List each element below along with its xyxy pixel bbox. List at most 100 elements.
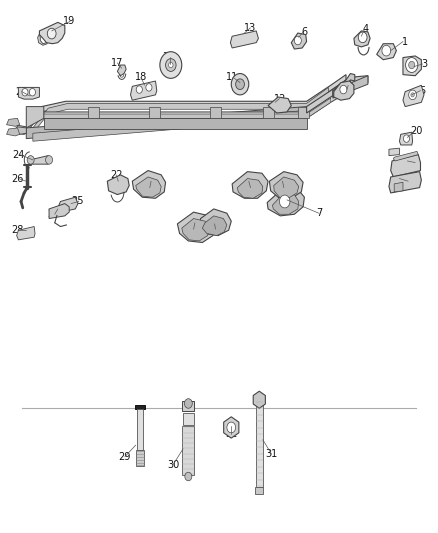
- Text: 25: 25: [72, 197, 84, 206]
- Text: 6: 6: [301, 27, 307, 37]
- Polygon shape: [117, 65, 126, 76]
- Polygon shape: [44, 118, 307, 129]
- Circle shape: [294, 36, 301, 45]
- Polygon shape: [7, 118, 20, 126]
- Polygon shape: [137, 409, 143, 450]
- Circle shape: [184, 399, 192, 408]
- Polygon shape: [33, 110, 307, 141]
- Polygon shape: [58, 197, 78, 212]
- Text: 19: 19: [63, 17, 75, 26]
- Polygon shape: [26, 107, 307, 139]
- Polygon shape: [333, 76, 368, 98]
- Text: 33: 33: [162, 52, 175, 62]
- Polygon shape: [394, 182, 403, 192]
- Polygon shape: [26, 75, 346, 133]
- Text: 13: 13: [244, 23, 256, 33]
- Polygon shape: [33, 87, 329, 133]
- Circle shape: [403, 135, 410, 142]
- Polygon shape: [269, 172, 303, 198]
- Polygon shape: [38, 34, 47, 45]
- Circle shape: [22, 88, 28, 96]
- Polygon shape: [232, 172, 268, 198]
- Text: 26: 26: [11, 174, 24, 183]
- Text: 10: 10: [208, 224, 221, 234]
- Circle shape: [47, 28, 56, 39]
- Polygon shape: [307, 76, 368, 113]
- Text: 24: 24: [12, 150, 25, 159]
- Text: 4: 4: [363, 25, 369, 34]
- Polygon shape: [230, 31, 258, 48]
- Polygon shape: [30, 156, 50, 164]
- Polygon shape: [7, 128, 20, 136]
- Text: 16: 16: [143, 183, 155, 192]
- Circle shape: [27, 156, 34, 164]
- Polygon shape: [136, 450, 144, 466]
- Text: 12: 12: [274, 94, 286, 103]
- Polygon shape: [202, 216, 227, 236]
- Circle shape: [411, 93, 414, 97]
- Polygon shape: [267, 188, 304, 216]
- Polygon shape: [399, 132, 413, 145]
- Circle shape: [358, 32, 367, 43]
- Polygon shape: [268, 97, 291, 113]
- Polygon shape: [49, 204, 69, 219]
- Circle shape: [146, 84, 152, 91]
- Polygon shape: [39, 22, 65, 44]
- Polygon shape: [17, 227, 35, 240]
- Polygon shape: [333, 74, 355, 97]
- Polygon shape: [26, 107, 44, 128]
- Polygon shape: [15, 125, 26, 134]
- Text: 31: 31: [265, 449, 278, 459]
- Polygon shape: [403, 56, 421, 76]
- Polygon shape: [182, 401, 194, 411]
- Polygon shape: [182, 219, 209, 241]
- Polygon shape: [334, 81, 354, 100]
- Polygon shape: [88, 107, 99, 118]
- Polygon shape: [136, 177, 161, 197]
- Text: 1: 1: [402, 37, 408, 46]
- Circle shape: [231, 74, 249, 95]
- Circle shape: [166, 59, 176, 71]
- Polygon shape: [183, 413, 194, 425]
- Text: 5: 5: [420, 86, 426, 95]
- Circle shape: [185, 472, 192, 481]
- Polygon shape: [403, 85, 424, 107]
- Polygon shape: [131, 81, 157, 100]
- Circle shape: [409, 90, 417, 100]
- Polygon shape: [291, 33, 307, 49]
- Polygon shape: [272, 193, 299, 214]
- Text: 15: 15: [279, 183, 291, 192]
- Polygon shape: [224, 417, 239, 438]
- Polygon shape: [274, 177, 299, 198]
- Circle shape: [169, 62, 173, 68]
- Polygon shape: [177, 212, 215, 243]
- Text: 3: 3: [422, 59, 428, 69]
- Polygon shape: [393, 151, 418, 161]
- Polygon shape: [199, 209, 231, 236]
- Polygon shape: [44, 85, 346, 118]
- Polygon shape: [182, 426, 194, 475]
- Text: 20: 20: [410, 126, 422, 135]
- Polygon shape: [377, 44, 396, 60]
- Text: 21: 21: [187, 224, 199, 234]
- Circle shape: [236, 79, 244, 90]
- Text: 27: 27: [47, 209, 60, 219]
- Circle shape: [340, 85, 347, 94]
- Polygon shape: [107, 175, 129, 195]
- Polygon shape: [132, 171, 166, 198]
- Text: 2: 2: [345, 80, 351, 90]
- Circle shape: [46, 156, 53, 164]
- Polygon shape: [135, 405, 145, 409]
- Circle shape: [136, 86, 142, 93]
- Polygon shape: [237, 179, 263, 198]
- Circle shape: [382, 45, 391, 56]
- Text: 9: 9: [406, 176, 413, 186]
- Text: 11: 11: [226, 72, 238, 82]
- Text: 14: 14: [244, 183, 256, 192]
- Text: 22: 22: [110, 170, 122, 180]
- Text: 7: 7: [317, 208, 323, 218]
- Polygon shape: [354, 31, 370, 47]
- Text: 28: 28: [11, 225, 24, 235]
- Text: 17: 17: [111, 58, 124, 68]
- Polygon shape: [255, 487, 263, 494]
